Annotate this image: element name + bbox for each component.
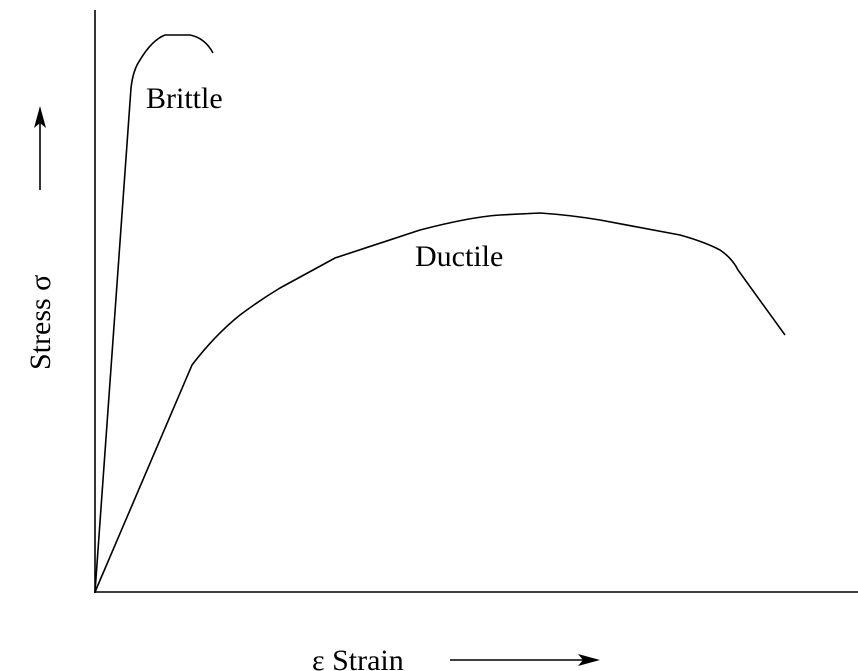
ductile-label: Ductile (415, 240, 503, 273)
x-axis-label: ε Strain (312, 644, 404, 671)
ductile-curve (94, 212, 786, 593)
y-arrow-head (34, 106, 46, 128)
brittle-curve (94, 34, 214, 593)
brittle-label: Brittle (146, 82, 223, 115)
y-axis-label: Stress σ (24, 275, 57, 370)
x-arrow-head (578, 654, 600, 666)
